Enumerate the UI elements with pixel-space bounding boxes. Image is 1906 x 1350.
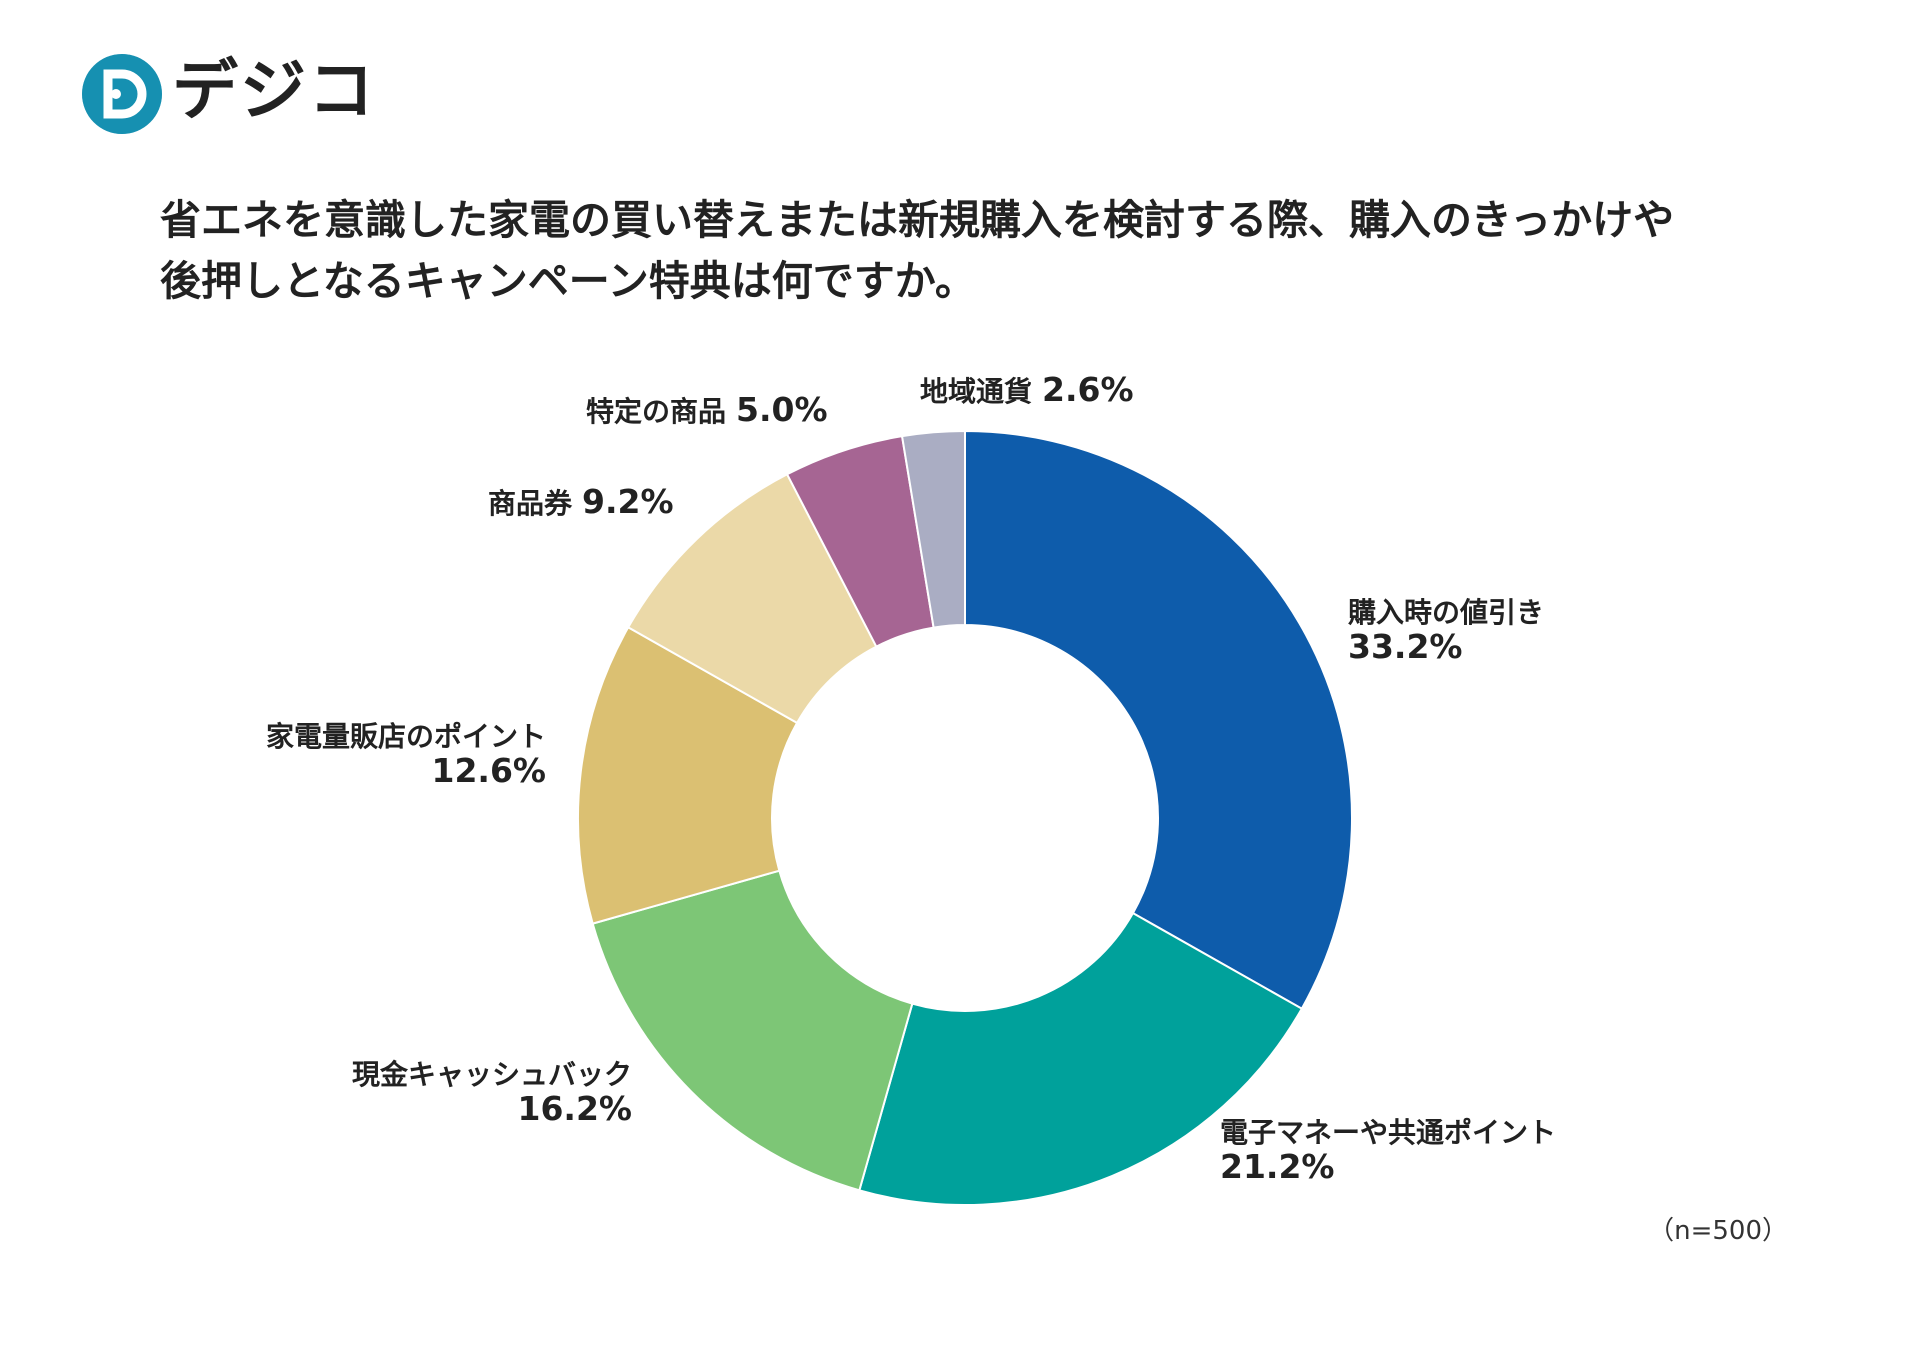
label-gift-card: 商品券 9.2% bbox=[488, 482, 674, 521]
donut-slice-1 bbox=[858, 911, 1304, 1206]
label-specific-product-value: 5.0% bbox=[736, 390, 828, 429]
question-line-2: 後押しとなるキャンペーン特典は何ですか。 bbox=[160, 257, 976, 305]
label-store-points-value: 12.6% bbox=[431, 750, 547, 790]
label-store-points: 家電量販店のポイント 12.6% bbox=[265, 720, 547, 790]
question-title: 省エネを意識した家電の買い替えまたは新規購入を検討する際、購入のきっかけや 後押… bbox=[160, 190, 1760, 312]
donut-slice-3 bbox=[577, 625, 799, 925]
label-emoney-value: 21.2% bbox=[1220, 1146, 1335, 1186]
label-gift-card-name: 商品券 bbox=[488, 487, 573, 520]
brand-logo: デジコ bbox=[80, 52, 380, 142]
label-cashback-name: 現金キャッシュバック bbox=[351, 1058, 632, 1091]
donut-slice-0 bbox=[964, 429, 1353, 1011]
brand-name: デジコ bbox=[172, 52, 376, 129]
label-cashback-value: 16.2% bbox=[517, 1088, 633, 1128]
label-local-currency-name: 地域通貨 bbox=[920, 375, 1033, 408]
label-local-currency-value: 2.6% bbox=[1042, 370, 1134, 409]
label-specific-product: 特定の商品 5.0% bbox=[586, 390, 828, 429]
sample-size-note: （n=500） bbox=[1648, 1216, 1788, 1246]
label-cashback: 現金キャッシュバック 16.2% bbox=[351, 1058, 633, 1128]
label-specific-product-name: 特定の商品 bbox=[586, 395, 727, 428]
donut-slice-2 bbox=[591, 869, 914, 1192]
donut-slice-6 bbox=[900, 429, 966, 629]
label-discount-name: 購入時の値引き bbox=[1348, 596, 1545, 629]
logo-mark-icon bbox=[82, 54, 162, 134]
label-store-points-name: 家電量販店のポイント bbox=[265, 720, 546, 753]
label-emoney-name: 電子マネーや共通ポイント bbox=[1220, 1116, 1557, 1149]
label-emoney: 電子マネーや共通ポイント 21.2% bbox=[1220, 1116, 1557, 1186]
label-discount-value: 33.2% bbox=[1348, 626, 1463, 666]
label-discount: 購入時の値引き 33.2% bbox=[1348, 596, 1545, 666]
label-local-currency: 地域通貨 2.6% bbox=[920, 370, 1134, 409]
question-line-1: 省エネを意識した家電の買い替えまたは新規購入を検討する際、購入のきっかけや bbox=[160, 196, 1675, 244]
label-gift-card-value: 9.2% bbox=[582, 482, 674, 521]
